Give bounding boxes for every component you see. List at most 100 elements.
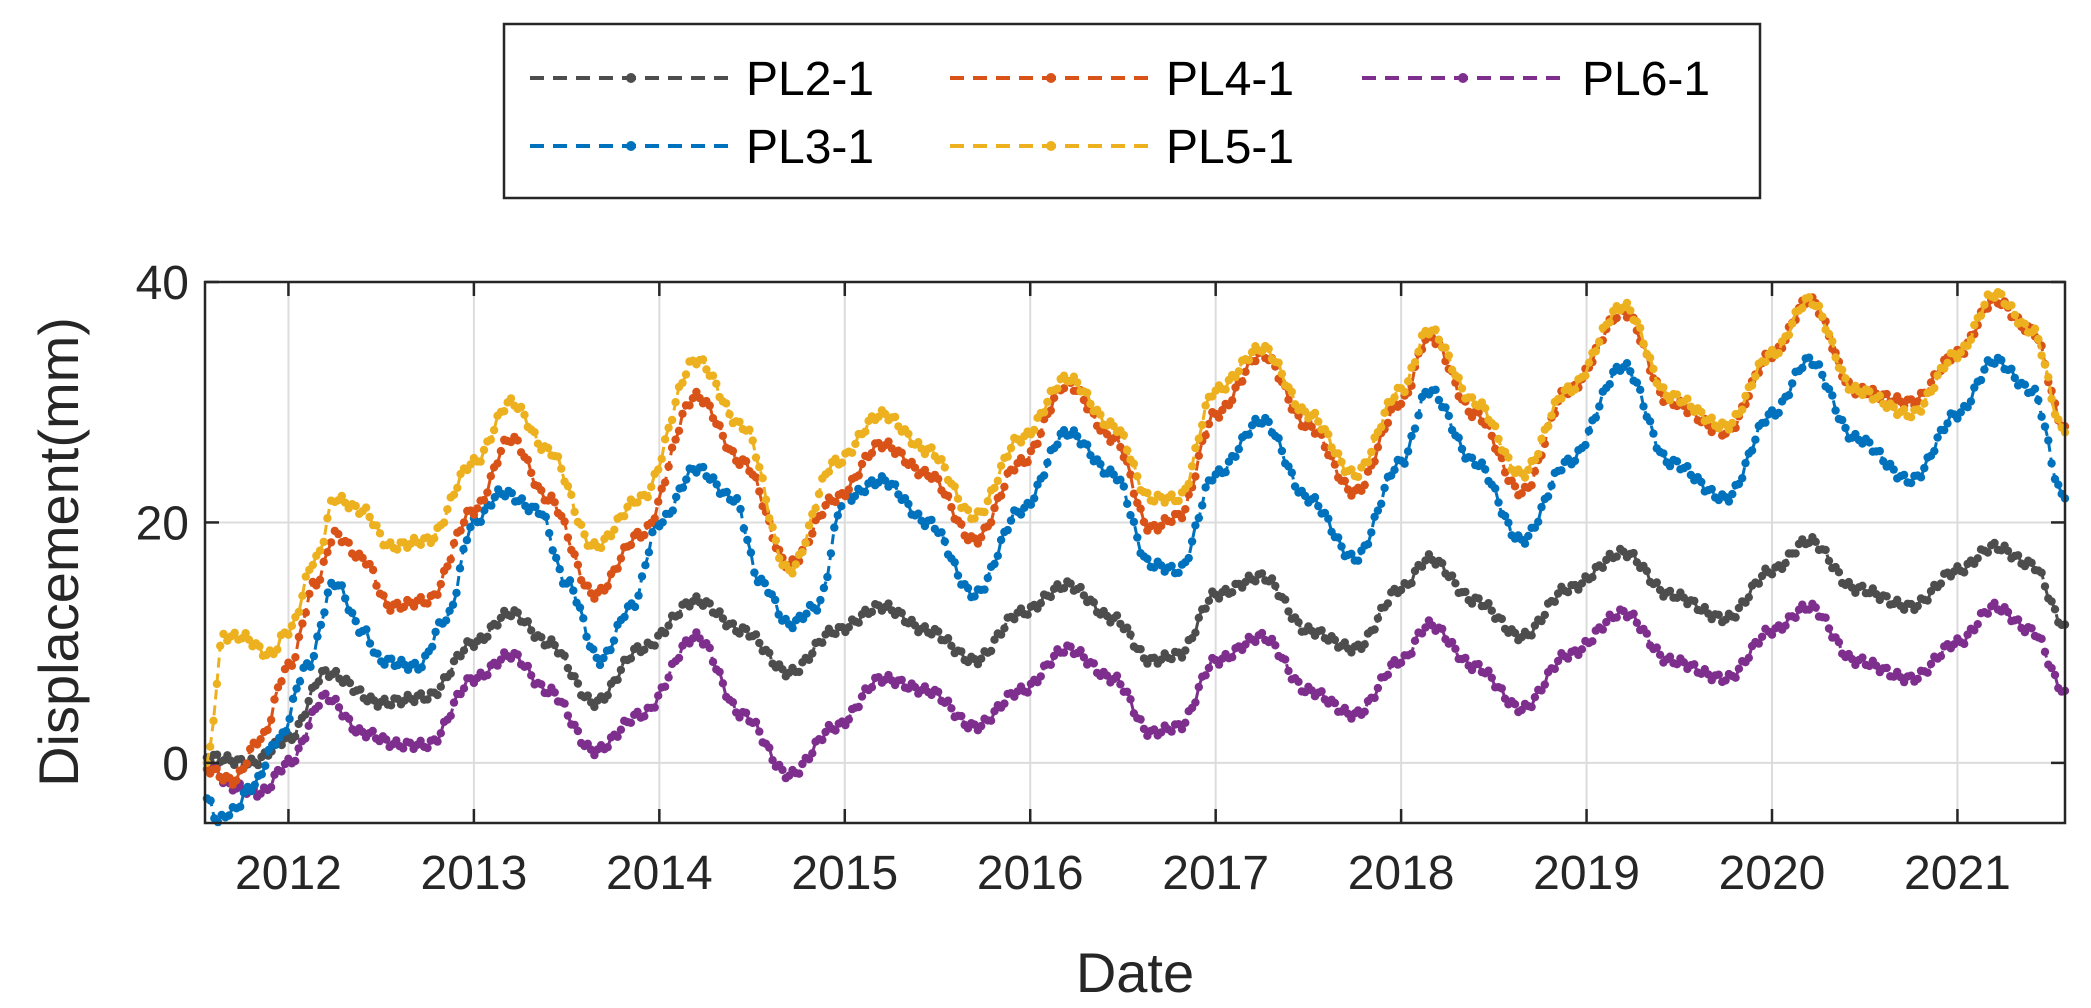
data-point — [321, 689, 330, 698]
data-point — [291, 653, 300, 662]
data-point — [751, 473, 761, 482]
legend-marker-pl6-1 — [1458, 73, 1468, 83]
data-point — [1000, 699, 1009, 708]
data-point — [1187, 462, 1197, 471]
data-point — [1659, 449, 1668, 458]
data-point — [553, 452, 563, 461]
data-point — [1477, 458, 1487, 467]
data-point — [750, 568, 759, 577]
data-point — [778, 665, 787, 674]
data-point — [705, 401, 714, 410]
data-point — [609, 636, 619, 645]
data-point — [365, 512, 374, 522]
data-point — [1353, 472, 1363, 482]
data-point — [937, 455, 946, 464]
data-point — [473, 504, 482, 513]
data-point — [1632, 378, 1642, 387]
data-point — [626, 718, 636, 727]
data-point — [1373, 506, 1383, 515]
data-point — [1741, 391, 1750, 401]
data-point — [507, 488, 516, 498]
data-point — [1605, 318, 1614, 327]
data-point — [577, 520, 586, 529]
data-point — [570, 550, 579, 559]
data-point — [344, 538, 353, 547]
data-point — [826, 549, 836, 558]
data-point — [947, 641, 956, 650]
data-point — [341, 594, 350, 603]
data-point — [812, 606, 822, 615]
data-point — [1136, 715, 1145, 724]
data-point — [927, 443, 936, 452]
data-point — [2013, 615, 2023, 624]
data-point — [1241, 367, 1250, 376]
data-point — [1407, 431, 1416, 441]
data-point — [1228, 588, 1237, 597]
data-point — [1588, 573, 1597, 582]
data-point — [1970, 320, 1979, 330]
data-point — [685, 401, 694, 410]
data-point — [1244, 356, 1254, 365]
data-point — [934, 627, 943, 636]
data-point — [818, 735, 827, 745]
data-point — [1828, 391, 1837, 400]
data-point — [1116, 442, 1125, 452]
data-point — [1370, 693, 1379, 703]
data-point — [850, 492, 860, 501]
data-point — [1451, 579, 1460, 588]
data-point — [1605, 380, 1614, 389]
data-point — [801, 539, 810, 548]
data-point — [1534, 449, 1543, 459]
data-point — [794, 667, 804, 677]
data-point — [1540, 610, 1550, 620]
data-point — [372, 521, 381, 530]
data-point — [1086, 399, 1095, 409]
data-point — [603, 582, 612, 591]
data-point — [2037, 634, 2046, 643]
data-point — [273, 645, 282, 654]
data-point — [1744, 593, 1754, 602]
data-point — [567, 490, 576, 499]
data-point — [1157, 561, 1166, 570]
x-tick-label: 2012 — [235, 847, 342, 900]
data-point — [1632, 618, 1642, 627]
data-point — [1943, 419, 1952, 428]
data-point — [1930, 383, 1939, 393]
data-point — [660, 682, 670, 691]
data-point — [1494, 434, 1503, 444]
data-point — [1434, 395, 1444, 405]
data-point — [483, 632, 492, 641]
data-point — [1053, 440, 1062, 449]
data-point — [837, 502, 846, 511]
data-point — [530, 428, 539, 437]
data-point — [643, 493, 652, 502]
data-point — [247, 786, 256, 796]
data-point — [1781, 559, 1790, 568]
data-point — [1665, 652, 1675, 661]
data-point — [1889, 465, 1898, 474]
data-point — [1400, 459, 1409, 468]
data-point — [1976, 375, 1986, 385]
data-point — [1527, 702, 1536, 712]
data-point — [798, 548, 807, 557]
data-point — [517, 494, 527, 503]
data-point — [857, 692, 867, 701]
data-point — [1481, 404, 1490, 413]
data-point — [545, 529, 554, 538]
data-point — [1570, 385, 1580, 394]
data-point — [1136, 504, 1145, 513]
data-point — [755, 487, 764, 496]
data-point — [1791, 549, 1800, 558]
data-point — [1370, 512, 1379, 522]
data-point — [431, 627, 440, 637]
data-point — [1481, 465, 1490, 474]
data-point — [1076, 582, 1085, 592]
data-point — [1030, 494, 1039, 503]
data-point — [1577, 645, 1587, 654]
data-point — [1721, 676, 1730, 685]
data-point — [1454, 433, 1463, 442]
data-point — [493, 459, 502, 468]
data-point — [547, 491, 556, 500]
data-point — [1652, 578, 1662, 587]
data-point — [1451, 644, 1460, 653]
